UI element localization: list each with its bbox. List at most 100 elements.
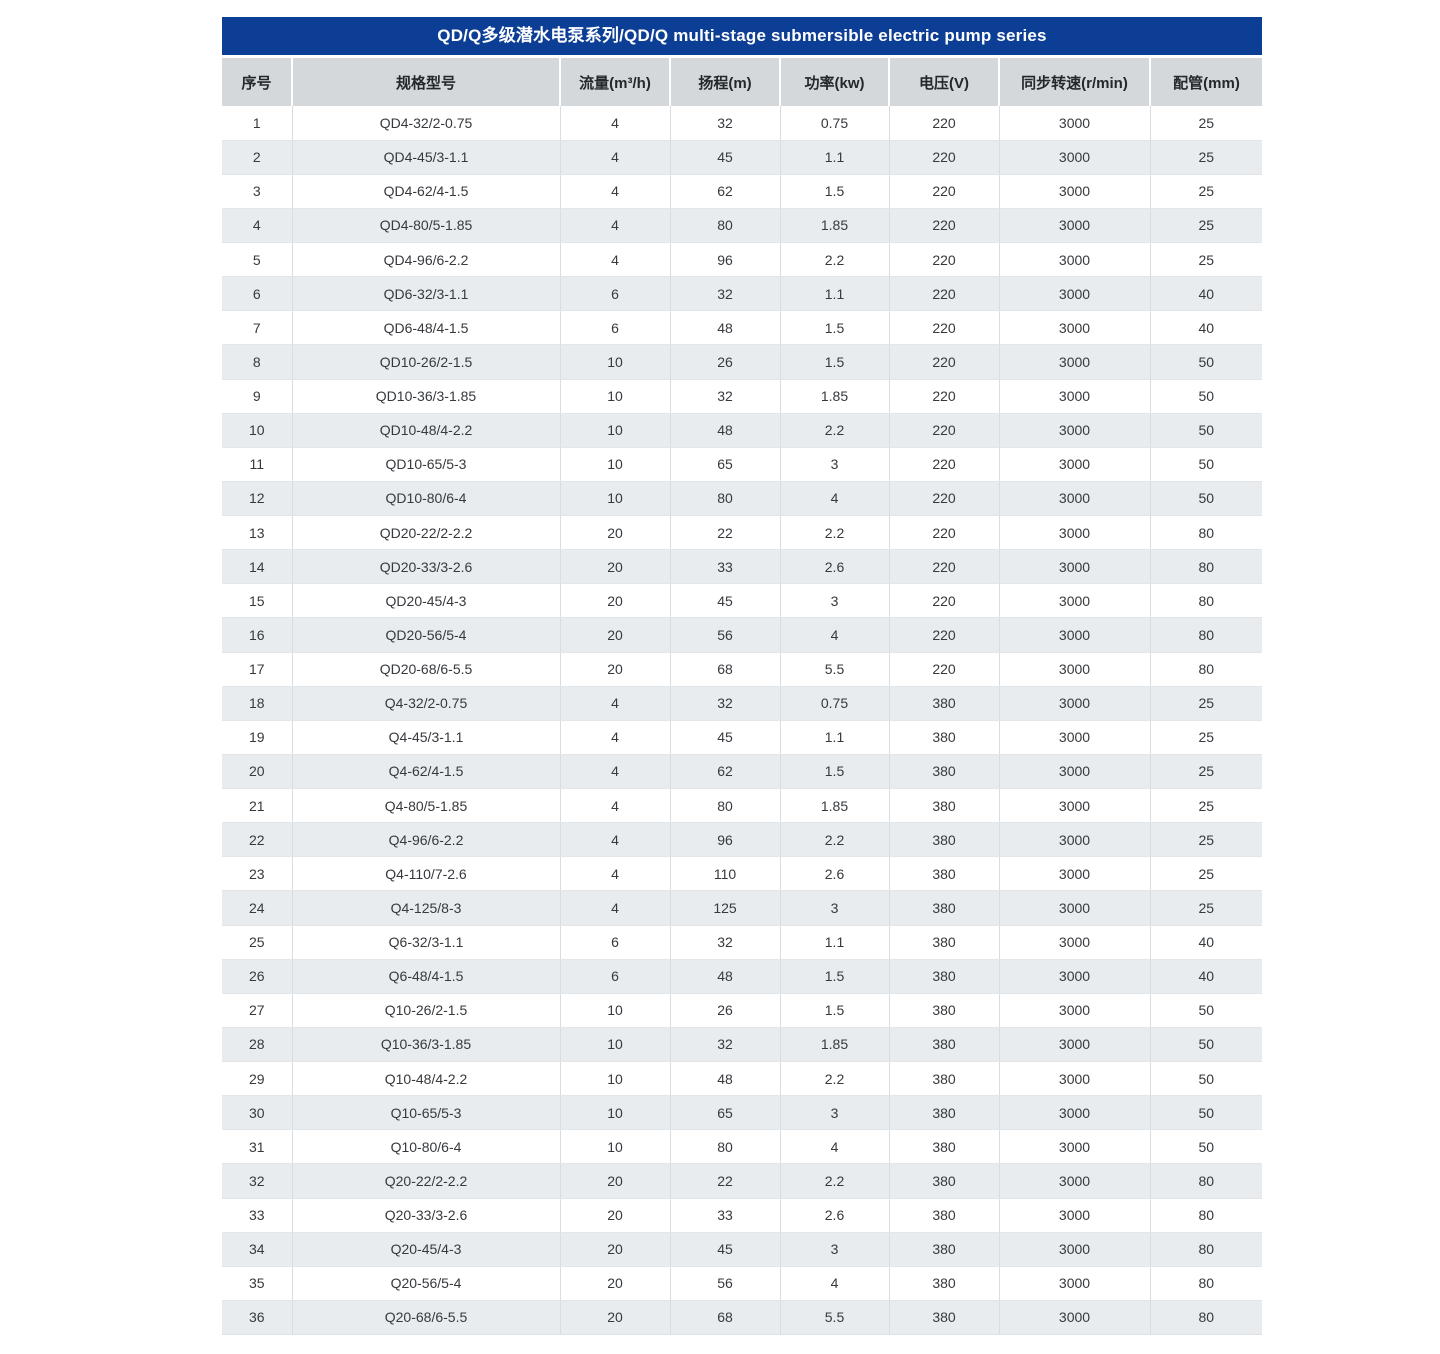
table-cell: 80	[1150, 652, 1262, 687]
table-cell: 62	[670, 174, 781, 209]
table-cell: 3000	[999, 1095, 1151, 1131]
table-cell: 3000	[999, 822, 1151, 858]
table-cell: 10	[222, 413, 293, 448]
table-row: 32 Q20-22/2-2.2 20 22 2.2 380 3000 80	[222, 1163, 1262, 1199]
table-cell: 4	[780, 1129, 890, 1165]
table-cell: 380	[889, 1232, 1000, 1267]
table-cell: 25	[1150, 174, 1262, 209]
table-cell: 25	[1150, 140, 1262, 175]
table-cell: 80	[1150, 1232, 1262, 1267]
table-cell: 80	[1150, 1198, 1262, 1233]
table-cell: 48	[670, 310, 781, 346]
table-cell: 25	[1150, 822, 1262, 858]
table-cell: 6	[560, 925, 671, 960]
table-cell: 48	[670, 413, 781, 448]
table-cell: 22	[222, 822, 293, 858]
table-cell: 4	[560, 822, 671, 858]
table-cell: 20	[560, 652, 671, 687]
table-cell: 220	[889, 413, 1000, 448]
header-pipe-diameter: 配管(mm)	[1150, 58, 1262, 106]
table-cell: 3000	[999, 481, 1151, 517]
table-cell: 1.5	[780, 310, 890, 346]
table-cell: Q10-48/4-2.2	[292, 1061, 561, 1097]
table-row: 34 Q20-45/4-3 20 45 3 380 3000 80	[222, 1232, 1262, 1267]
table-cell: 3000	[999, 1129, 1151, 1165]
table-cell: 5.5	[780, 1300, 890, 1336]
pump-spec-table-section: QD/Q多级潜水电泵系列/QD/Q multi-stage submersibl…	[222, 17, 1262, 1336]
table-cell: 26	[222, 959, 293, 994]
table-cell: 25	[1150, 856, 1262, 892]
table-cell: 2.2	[780, 515, 890, 551]
table-row: 36 Q20-68/6-5.5 20 68 5.5 380 3000 80	[222, 1300, 1262, 1336]
table-cell: 1.1	[780, 276, 890, 312]
table-cell: 32	[670, 686, 781, 721]
table-cell: 380	[889, 890, 1000, 926]
table-cell: 3	[780, 447, 890, 482]
table-cell: 220	[889, 652, 1000, 687]
table-cell: 32	[670, 379, 781, 414]
table-cell: 2.2	[780, 242, 890, 278]
table-cell: 40	[1150, 925, 1262, 960]
table-cell: 21	[222, 788, 293, 824]
table-cell: 2.2	[780, 413, 890, 448]
table-cell: 10	[560, 1061, 671, 1097]
table-cell: Q6-48/4-1.5	[292, 959, 561, 994]
table-cell: 1.5	[780, 754, 890, 790]
table-row: 9 QD10-36/3-1.85 10 32 1.85 220 3000 50	[222, 379, 1262, 414]
table-cell: 20	[560, 1266, 671, 1301]
table-cell: QD4-80/5-1.85	[292, 208, 561, 244]
table-cell: 50	[1150, 1061, 1262, 1097]
table-cell: 25	[222, 925, 293, 960]
table-cell: 220	[889, 515, 1000, 551]
table-cell: 50	[1150, 344, 1262, 380]
table-cell: QD10-36/3-1.85	[292, 379, 561, 414]
table-cell: Q20-33/3-2.6	[292, 1198, 561, 1233]
table-row: 13 QD20-22/2-2.2 20 22 2.2 220 3000 80	[222, 515, 1262, 551]
table-cell: QD10-65/5-3	[292, 447, 561, 482]
table-cell: 220	[889, 242, 1000, 278]
table-cell: 220	[889, 344, 1000, 380]
table-cell: Q20-22/2-2.2	[292, 1163, 561, 1199]
table-cell: 220	[889, 310, 1000, 346]
table-cell: 20	[560, 549, 671, 585]
table-cell: QD6-32/3-1.1	[292, 276, 561, 312]
table-row: 15 QD20-45/4-3 20 45 3 220 3000 80	[222, 583, 1262, 619]
table-cell: 4	[780, 617, 890, 653]
table-cell: QD20-33/3-2.6	[292, 549, 561, 585]
table-cell: 56	[670, 1266, 781, 1301]
table-cell: 3	[780, 1232, 890, 1267]
header-spec-model: 规格型号	[292, 58, 561, 106]
table-cell: 125	[670, 890, 781, 926]
table-cell: Q4-110/7-2.6	[292, 856, 561, 892]
table-cell: 20	[560, 617, 671, 653]
header-serial-number: 序号	[222, 58, 293, 106]
table-cell: 6	[560, 276, 671, 312]
table-cell: 45	[670, 720, 781, 755]
table-cell: 10	[560, 413, 671, 448]
table-cell: 34	[222, 1232, 293, 1267]
table-cell: 32	[670, 925, 781, 960]
table-cell: 3000	[999, 208, 1151, 244]
table-row: 25 Q6-32/3-1.1 6 32 1.1 380 3000 40	[222, 925, 1262, 960]
table-row: 23 Q4-110/7-2.6 4 110 2.6 380 3000 25	[222, 856, 1262, 892]
table-cell: 20	[560, 1232, 671, 1267]
table-cell: 3000	[999, 1266, 1151, 1301]
table-row: 10 QD10-48/4-2.2 10 48 2.2 220 3000 50	[222, 413, 1262, 448]
table-cell: 3000	[999, 754, 1151, 790]
table-cell: 380	[889, 925, 1000, 960]
table-cell: Q6-32/3-1.1	[292, 925, 561, 960]
table-cell: 35	[222, 1266, 293, 1301]
table-cell: 4	[780, 1266, 890, 1301]
table-row: 14 QD20-33/3-2.6 20 33 2.6 220 3000 80	[222, 549, 1262, 585]
table-cell: 3000	[999, 993, 1151, 1028]
table-cell: 25	[1150, 754, 1262, 790]
table-cell: 3000	[999, 242, 1151, 278]
table-cell: 80	[1150, 1300, 1262, 1336]
table-cell: 380	[889, 1163, 1000, 1199]
table-cell: 10	[560, 379, 671, 414]
table-cell: 40	[1150, 276, 1262, 312]
table-row: 6 QD6-32/3-1.1 6 32 1.1 220 3000 40	[222, 276, 1262, 312]
table-cell: 3000	[999, 686, 1151, 721]
table-cell: 30	[222, 1095, 293, 1131]
table-cell: Q10-65/5-3	[292, 1095, 561, 1131]
